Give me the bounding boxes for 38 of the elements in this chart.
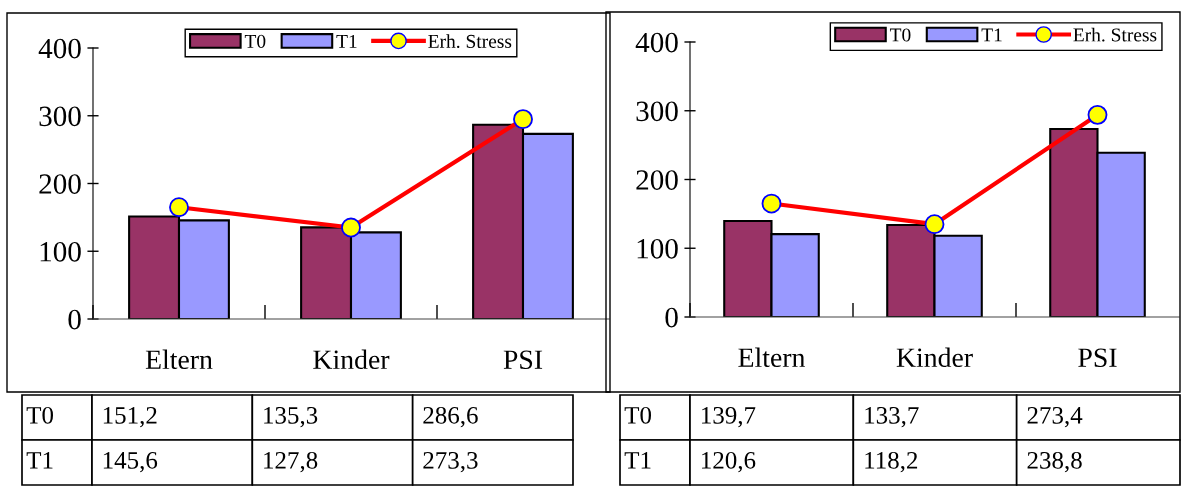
data-label: 139,7 (702, 406, 756, 428)
data-label: 273,4 (1027, 406, 1083, 428)
data-label: 145,6 (103, 451, 158, 473)
data-label: 273,3 (423, 451, 478, 473)
data-label: 118,2 (865, 451, 918, 473)
data-label: 151,2 (103, 406, 157, 428)
legend-label: T1 (336, 34, 357, 48)
data-label: 133,7 (865, 406, 919, 428)
x-tick-label: Kinder (313, 349, 390, 370)
x-tick-label: PSI (1078, 348, 1117, 368)
legend-label: T0 (244, 34, 266, 48)
legend-label: Erh. Stress (428, 34, 512, 49)
text: T1 (26, 452, 53, 469)
legend-label: Erh. Stress (1073, 27, 1157, 42)
x-tick-label: Eltern (145, 349, 213, 370)
data-label: 135,3 (264, 406, 318, 428)
data-label: 238,8 (1027, 451, 1082, 473)
y-tick-label: 300 (39, 106, 81, 127)
y-tick-label: 300 (636, 101, 678, 122)
data-label: 127,8 (264, 451, 318, 473)
x-tick-label: Eltern (738, 347, 806, 368)
y-tick-label: 0 (665, 307, 678, 328)
y-tick-label: 100 (637, 238, 678, 259)
text: T0 (624, 406, 652, 424)
data-label: 286,6 (423, 406, 478, 428)
y-tick-label: 100 (40, 241, 81, 262)
text: T0 (26, 406, 54, 424)
x-tick-label: PSI (503, 350, 543, 370)
y-tick-label: 400 (635, 32, 678, 53)
text: T1 (624, 452, 651, 469)
y-tick-label: 200 (636, 170, 678, 190)
y-tick-label: 200 (39, 174, 81, 194)
data-label: 120,6 (702, 451, 756, 473)
y-tick-label: 400 (38, 38, 81, 59)
legend-label: T0 (889, 28, 911, 42)
legend-label: T1 (981, 28, 1002, 42)
x-tick-label: Kinder (896, 347, 973, 368)
y-tick-label: 0 (68, 309, 81, 330)
